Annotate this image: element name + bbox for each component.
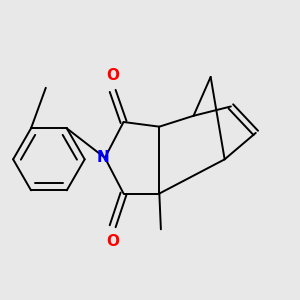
- Text: N: N: [97, 150, 110, 165]
- Text: O: O: [106, 68, 119, 83]
- Text: O: O: [106, 234, 119, 249]
